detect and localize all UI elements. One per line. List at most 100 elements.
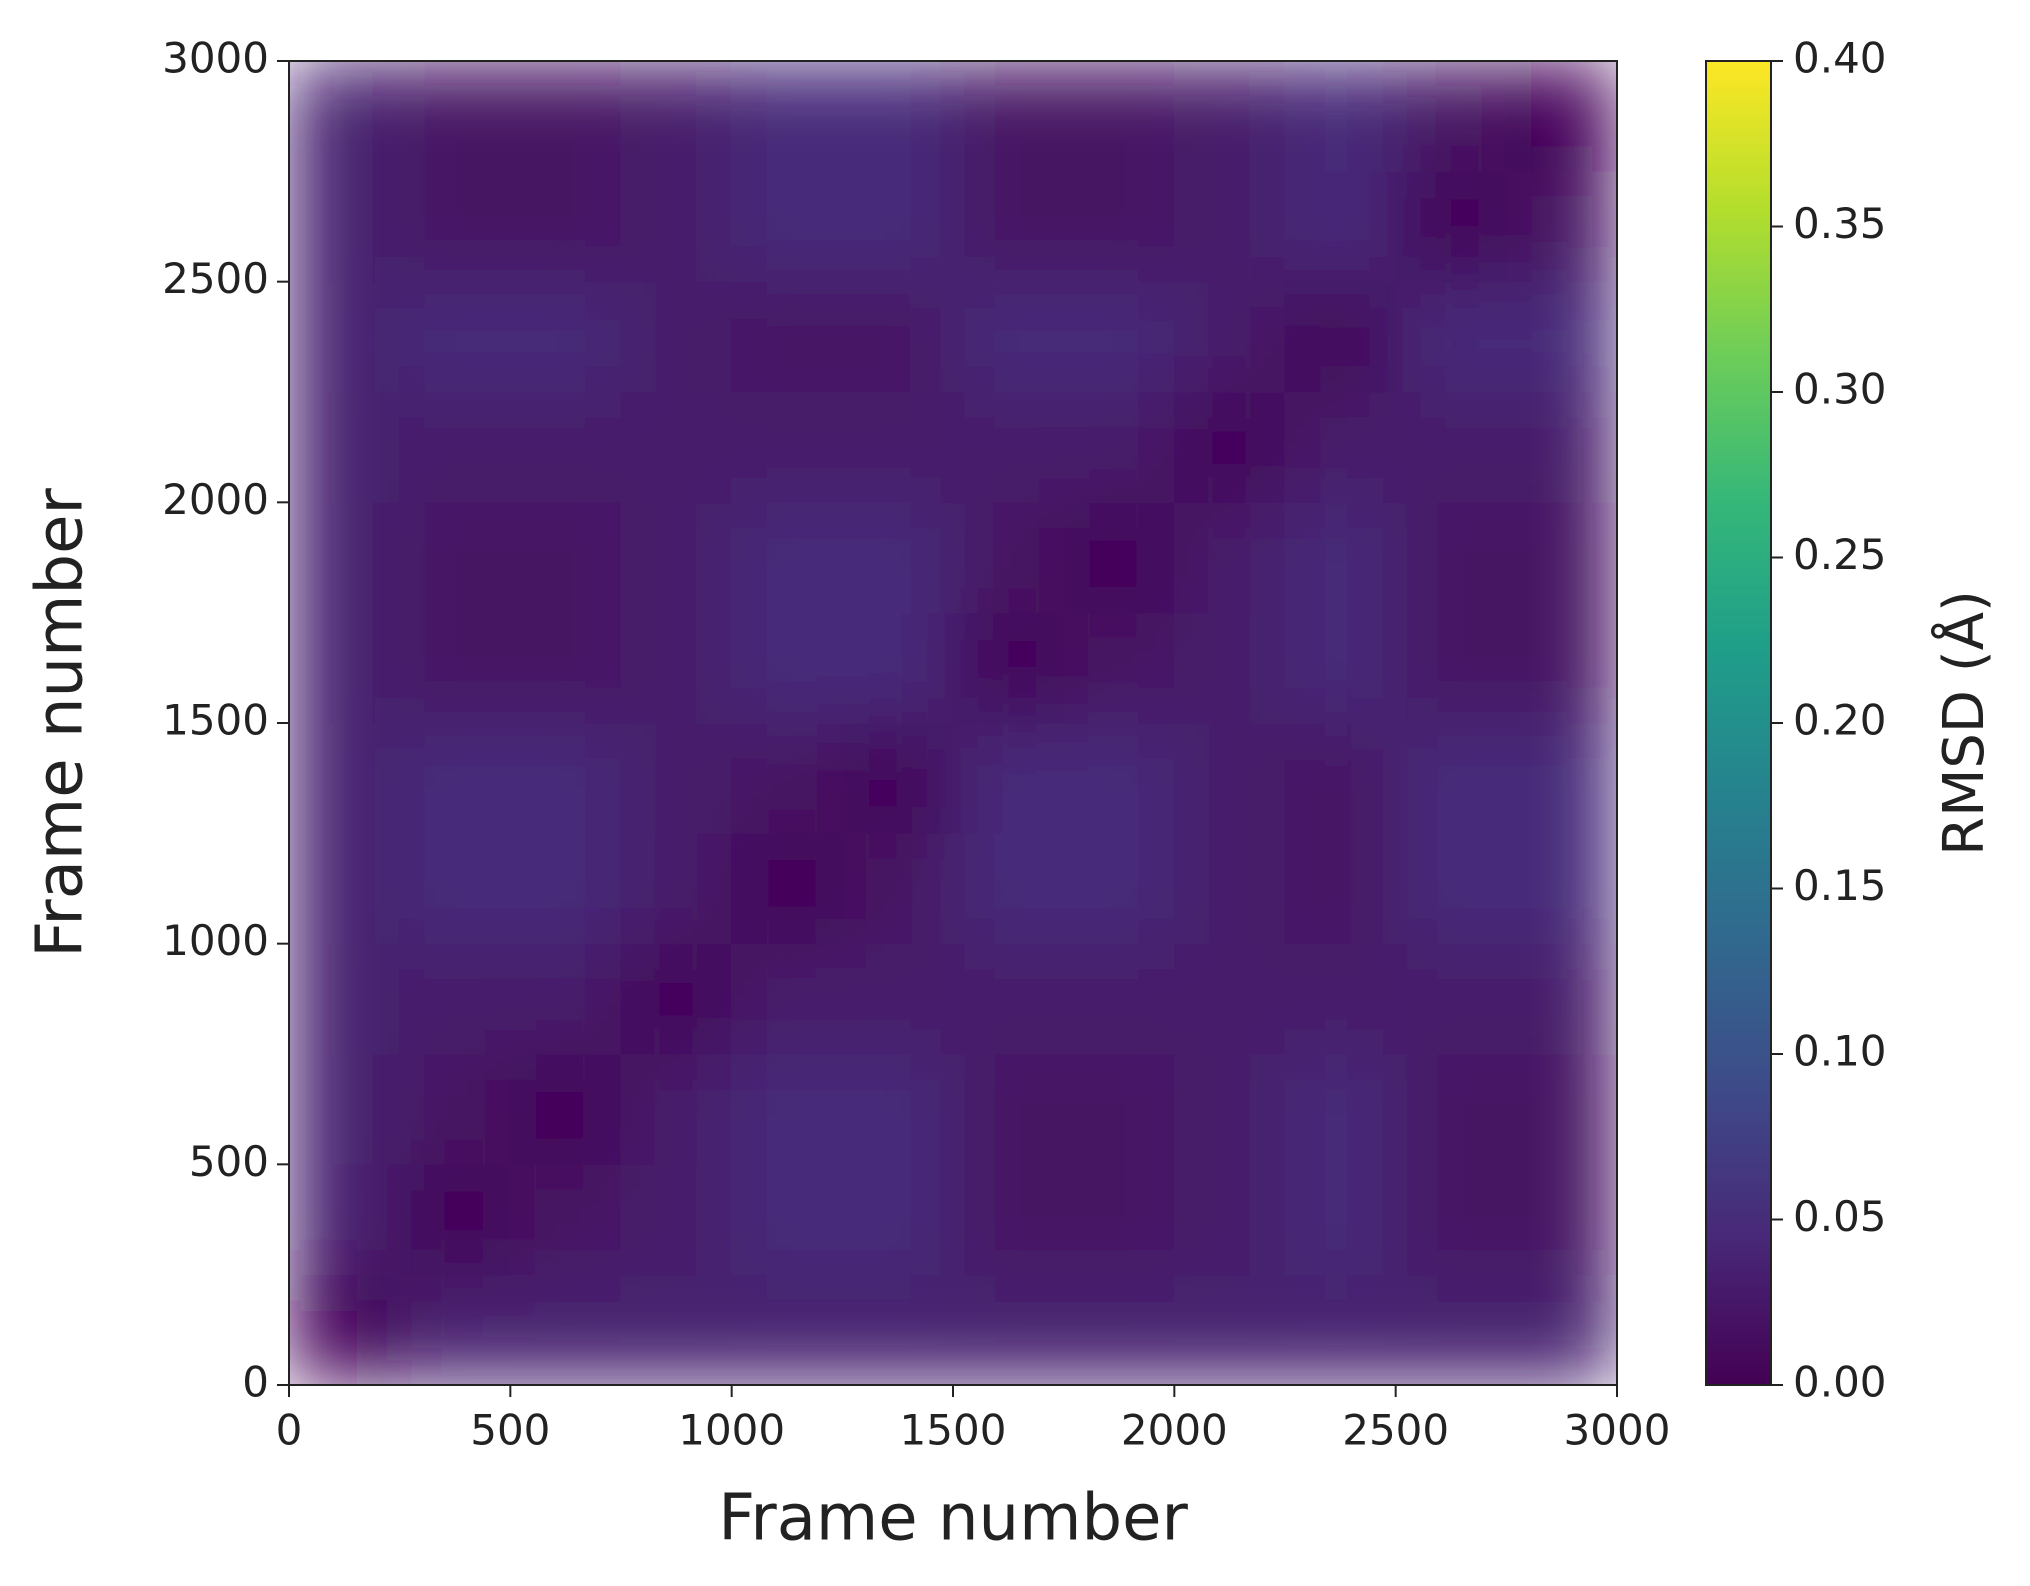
heatmap-cell	[1173, 832, 1286, 945]
x-tick-label: 2500	[1342, 1406, 1449, 1455]
heatmap-cell	[952, 1163, 1065, 1276]
heatmap-cell	[1063, 1053, 1175, 1165]
heatmap-cell	[841, 1163, 954, 1276]
heatmap-cell	[1173, 281, 1286, 393]
heatmap-cell	[1505, 722, 1617, 834]
heatmap-cell	[1284, 170, 1397, 283]
x-tick-label: 2000	[1121, 1406, 1228, 1455]
heatmap-cell	[1173, 61, 1286, 172]
colorbar-tick-label: 0.40	[1793, 34, 1887, 83]
heatmap-cell	[731, 1053, 843, 1165]
y-tick-label: 2000	[162, 475, 269, 524]
heatmap-cell	[1063, 281, 1175, 393]
y-tick-label: 2500	[162, 254, 269, 303]
heatmap-cell	[620, 281, 733, 393]
colorbar-tick-label: 0.15	[1793, 861, 1887, 910]
heatmap-cell	[399, 832, 511, 945]
heatmap-cell	[731, 281, 843, 393]
heatmap-cell	[509, 832, 622, 945]
heatmap-cell	[620, 1274, 733, 1385]
heatmap-cell	[1505, 170, 1617, 283]
heatmap-cell	[731, 612, 843, 724]
heatmap-cell	[289, 501, 401, 614]
heatmap-cell	[1173, 501, 1286, 614]
heatmap-cell	[289, 281, 401, 393]
heatmap-cell	[289, 1053, 401, 1165]
heatmap-cell	[620, 1163, 733, 1276]
heatmap-cell	[952, 1274, 1065, 1385]
heatmap-cell	[1284, 391, 1397, 503]
heatmap-cell	[509, 281, 622, 393]
y-tick-label: 0	[242, 1358, 269, 1407]
heatmap-cell	[1395, 501, 1507, 614]
heatmap-cell	[1395, 722, 1507, 834]
y-tick-label: 3000	[162, 34, 269, 83]
heatmap-cell	[1284, 1053, 1397, 1165]
heatmap-cell	[509, 722, 622, 834]
heatmap-cell	[1063, 170, 1175, 283]
heatmap-cell	[952, 61, 1065, 172]
heatmap-cell	[1395, 281, 1507, 393]
heatmap-cell	[1063, 943, 1175, 1055]
y-tick-label: 1000	[162, 916, 269, 965]
heatmap-cell	[1505, 501, 1617, 614]
heatmap-cell	[1505, 391, 1617, 503]
heatmap-cell	[620, 1053, 733, 1165]
colorbar-tick-label: 0.05	[1793, 1192, 1887, 1241]
heatmap-cell	[731, 1163, 843, 1276]
heatmap-cell	[731, 61, 843, 172]
heatmap-cell	[1284, 61, 1397, 172]
heatmap-cell	[1395, 1163, 1507, 1276]
heatmap-cells	[289, 61, 1617, 1385]
heatmap	[289, 61, 1617, 1385]
heatmap-cell	[620, 391, 733, 503]
heatmap-cell	[731, 170, 843, 283]
heatmap-cell	[509, 391, 622, 503]
heatmap-cell	[399, 61, 511, 172]
heatmap-cell	[1173, 391, 1286, 503]
heatmap-cell	[1284, 832, 1397, 945]
heatmap-cell	[841, 722, 954, 834]
heatmap-cell	[731, 832, 843, 945]
heatmap-cell	[1284, 943, 1397, 1055]
heatmap-cell	[1505, 1274, 1617, 1385]
heatmap-cell	[952, 722, 1065, 834]
heatmap-cell	[1063, 832, 1175, 945]
x-tick-label: 1000	[678, 1406, 785, 1455]
heatmap-cell	[1173, 943, 1286, 1055]
heatmap-cell	[289, 170, 401, 283]
heatmap-cell	[289, 722, 401, 834]
heatmap-cell	[952, 943, 1065, 1055]
colorbar-tick-label: 0.35	[1793, 199, 1887, 248]
heatmap-cell	[509, 612, 622, 724]
heatmap-cell	[952, 501, 1065, 614]
heatmap-cell	[620, 943, 733, 1055]
heatmap-cell	[1395, 612, 1507, 724]
heatmap-cell	[1505, 61, 1617, 172]
heatmap-cell	[289, 612, 401, 724]
heatmap-cell	[509, 943, 622, 1055]
heatmap-cell	[289, 391, 401, 503]
heatmap-cell	[1505, 832, 1617, 945]
heatmap-cell	[1284, 612, 1397, 724]
heatmap-cell	[399, 391, 511, 503]
heatmap-cell	[1173, 612, 1286, 724]
heatmap-cell	[841, 61, 954, 172]
heatmap-cell	[1395, 1053, 1507, 1165]
heatmap-cell	[1063, 722, 1175, 834]
heatmap-cell	[841, 943, 954, 1055]
heatmap-cell	[399, 281, 511, 393]
heatmap-cell	[1505, 1163, 1617, 1276]
heatmap-cell	[620, 722, 733, 834]
colorbar-label: RMSD (Å)	[1931, 590, 1997, 856]
heatmap-cell	[289, 1274, 401, 1385]
heatmap-cell	[620, 832, 733, 945]
heatmap-cell	[509, 170, 622, 283]
colorbar-tick-label: 0.00	[1793, 1358, 1887, 1407]
heatmap-cell	[399, 501, 511, 614]
y-tick-label: 500	[189, 1137, 269, 1186]
heatmap-cell	[620, 61, 733, 172]
heatmap-cell	[731, 391, 843, 503]
heatmap-cell	[509, 501, 622, 614]
